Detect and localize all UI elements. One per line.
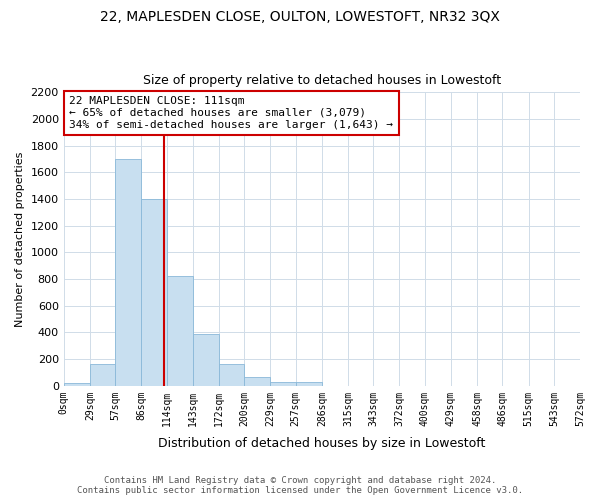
Bar — [90, 364, 115, 386]
Text: 22 MAPLESDEN CLOSE: 111sqm
← 65% of detached houses are smaller (3,079)
34% of s: 22 MAPLESDEN CLOSE: 111sqm ← 65% of deta… — [69, 96, 393, 130]
Bar — [244, 377, 271, 386]
Bar — [141, 199, 167, 386]
Text: Contains HM Land Registry data © Crown copyright and database right 2024.
Contai: Contains HM Land Registry data © Crown c… — [77, 476, 523, 495]
X-axis label: Distribution of detached houses by size in Lowestoft: Distribution of detached houses by size … — [158, 437, 485, 450]
Bar — [271, 382, 296, 386]
Bar — [64, 383, 90, 386]
Bar — [193, 334, 219, 386]
Bar — [167, 276, 193, 386]
Title: Size of property relative to detached houses in Lowestoft: Size of property relative to detached ho… — [143, 74, 501, 87]
Bar — [219, 364, 244, 386]
Bar — [296, 382, 322, 386]
Y-axis label: Number of detached properties: Number of detached properties — [15, 152, 25, 326]
Bar — [115, 159, 141, 386]
Text: 22, MAPLESDEN CLOSE, OULTON, LOWESTOFT, NR32 3QX: 22, MAPLESDEN CLOSE, OULTON, LOWESTOFT, … — [100, 10, 500, 24]
